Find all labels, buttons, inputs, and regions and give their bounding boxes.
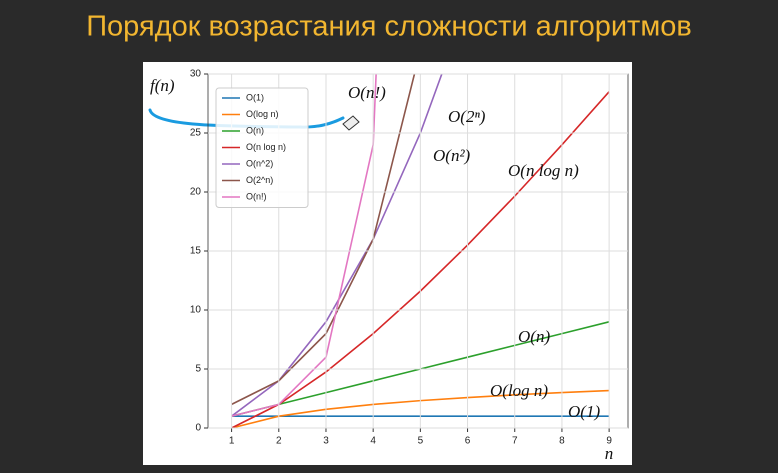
legend-label: O(n!) [246,191,267,201]
annotation: O(n) [518,327,550,346]
y-tick-label: 20 [190,187,202,198]
slide-title: Порядок возрастания сложности алгоритмов [86,11,692,43]
annotation: O(n²) [433,146,471,165]
x-tick-label: 4 [370,436,376,447]
annotation: O(2ⁿ) [448,107,486,126]
series-line [231,74,443,417]
y-tick-label: 25 [190,128,202,139]
legend-label: O(n^2) [246,158,273,168]
x-tick-label: 7 [512,436,518,447]
legend-label: O(n) [246,125,264,135]
x-tick-label: 8 [559,436,565,447]
x-axis-label: n [605,444,614,463]
x-tick-label: 9 [606,436,612,447]
annotation: O(n log n) [508,161,579,180]
x-tick-label: 6 [465,436,471,447]
pen-icon [342,115,360,131]
y-tick-label: 5 [195,364,201,375]
y-tick-label: 10 [190,305,202,316]
legend-label: O(1) [246,92,264,102]
y-tick-label: 0 [195,423,201,434]
annotation: O(log n) [490,381,548,400]
y-tick-label: 30 [190,69,202,80]
legend-label: O(log n) [246,109,279,119]
legend-box [215,87,309,208]
annotation: f(n) [150,76,175,95]
legend-label: O(n log n) [246,142,286,152]
y-tick-label: 15 [190,246,202,257]
x-tick-label: 2 [276,436,282,447]
annotation: O(n!) [348,83,386,102]
x-tick-label: 3 [323,436,329,447]
legend-label: O(2^n) [246,175,273,185]
x-tick-label: 1 [229,436,235,447]
annotation: O(1) [568,402,600,421]
x-tick-label: 5 [418,436,424,447]
